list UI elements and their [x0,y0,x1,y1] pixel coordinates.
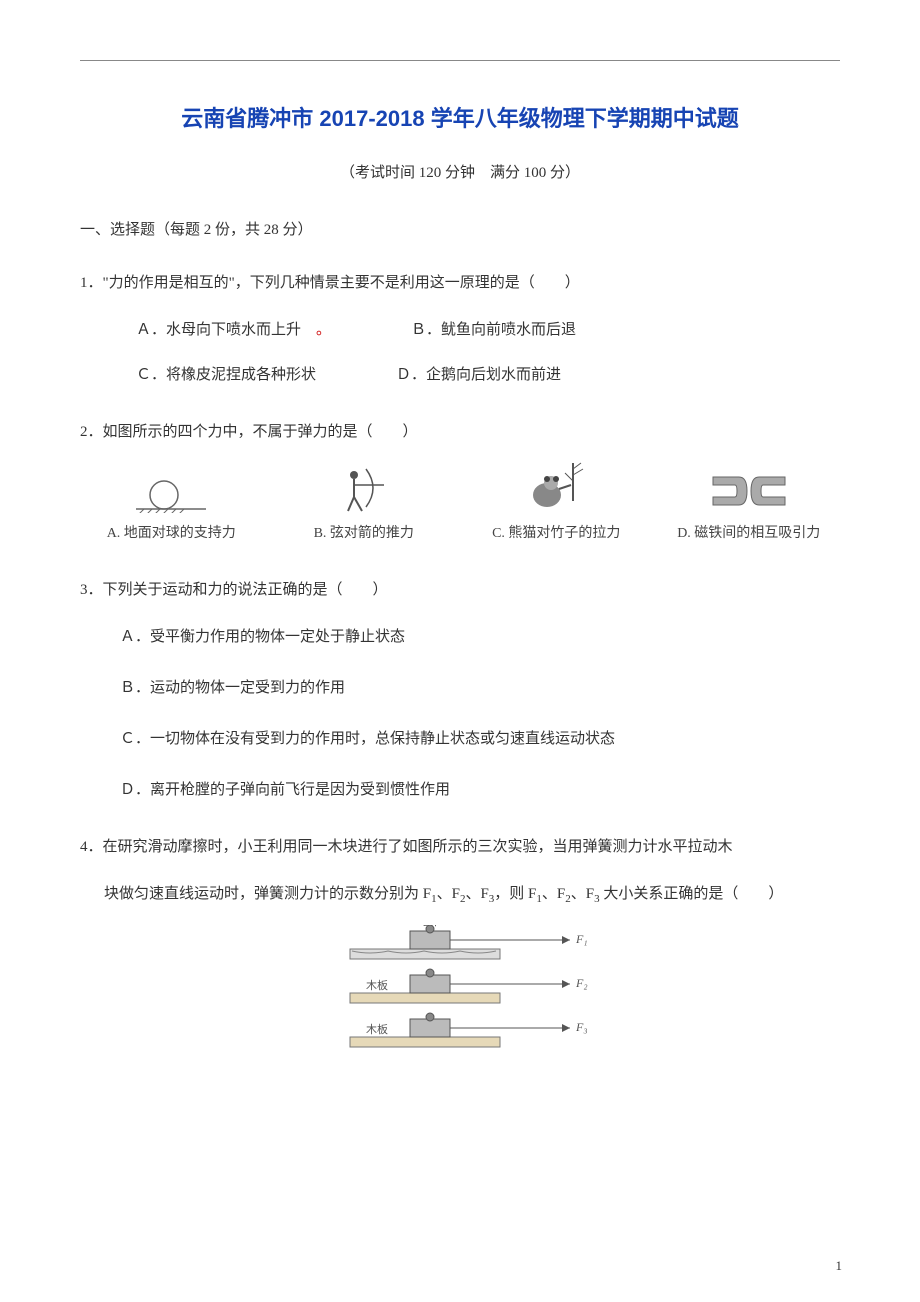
svg-text:木板: 木板 [366,978,388,992]
page-number: 1 [836,1258,843,1274]
q2-caption-a: A. 地面对球的支持力 [80,519,263,550]
q2-figure-a: A. 地面对球的支持力 [80,463,263,550]
q2-figure-c: C. 熊猫对竹子的拉力 [465,463,648,550]
ball-on-ground-icon [80,463,263,513]
q3-option-d: Ｄ．离开枪膛的子弹向前飞行是因为受到惯性作用 [120,774,840,807]
svg-text:F₃: F₃ [575,1020,588,1034]
header-separator [80,60,840,61]
question-3: 3．下列关于运动和力的说法正确的是（ ） Ａ．受平衡力作用的物体一定处于静止状态… [80,574,840,807]
archer-icon [273,463,456,513]
q1-options-row-1: Ａ．水母向下喷水而上升 。 Ｂ．鱿鱼向前喷水而后退 [80,314,840,347]
friction-experiment-icon: 毛巾 F₁ 木板 F₂ 木板 F₃ [310,925,610,1075]
q2-figure-d: D. 磁铁间的相互吸引力 [658,463,841,550]
q1-option-b: Ｂ．鱿鱼向前喷水而后退 [411,314,576,347]
q2-figure-b: B. 弦对箭的推力 [273,463,456,550]
q2-caption-b: B. 弦对箭的推力 [273,519,456,550]
q2-figures-row: A. 地面对球的支持力 B. 弦对箭的推力 [80,463,840,550]
q3-stem: 3．下列关于运动和力的说法正确的是（ ） [80,574,840,607]
panda-bamboo-icon [465,463,648,513]
svg-text:F₂: F₂ [575,976,588,990]
q4-stem-line-1: 4．在研究滑动摩擦时，小王利用同一木块进行了如图所示的三次实验，当用弹簧测力计水… [80,831,840,864]
question-4: 4．在研究滑动摩擦时，小王利用同一木块进行了如图所示的三次实验，当用弹簧测力计水… [80,831,840,1075]
q3-options: Ａ．受平衡力作用的物体一定处于静止状态 Ｂ．运动的物体一定受到力的作用 Ｃ．一切… [80,621,840,807]
q1-stem: 1．"力的作用是相互的"，下列几种情景主要不是利用这一原理的是（ ） [80,267,840,300]
q1-option-c: Ｃ．将橡皮泥捏成各种形状 [136,359,316,392]
svg-text:F₁: F₁ [575,932,588,946]
q3-option-c: Ｃ．一切物体在没有受到力的作用时，总保持静止状态或匀速直线运动状态 [120,723,840,756]
q3-option-a: Ａ．受平衡力作用的物体一定处于静止状态 [120,621,840,654]
q2-caption-d: D. 磁铁间的相互吸引力 [658,519,841,550]
q4-figure: 毛巾 F₁ 木板 F₂ 木板 F₃ [80,925,840,1075]
question-2: 2．如图所示的四个力中，不属于弹力的是（ ） A. 地面对球的支持力 [80,416,840,550]
svg-text:毛巾: 毛巾 [419,925,441,928]
dot-mark-icon: 。 [316,322,331,338]
q4-stem-line-2: 块做匀速直线运动时，弹簧测力计的示数分别为 F1、F2、F3，则 F1、F2、F… [80,878,840,911]
q1-option-a: Ａ．水母向下喷水而上升 。 [136,314,331,347]
section-header: 一、选择题（每题 2 份，共 28 分） [80,218,840,239]
question-1: 1．"力的作用是相互的"，下列几种情景主要不是利用这一原理的是（ ） Ａ．水母向… [80,267,840,392]
exam-title: 云南省腾冲市 2017-2018 学年八年级物理下学期期中试题 [80,101,840,133]
q3-option-b: Ｂ．运动的物体一定受到力的作用 [120,672,840,705]
svg-text:木板: 木板 [366,1022,388,1036]
q2-stem: 2．如图所示的四个力中，不属于弹力的是（ ） [80,416,840,449]
magnets-icon [658,463,841,513]
q2-caption-c: C. 熊猫对竹子的拉力 [465,519,648,550]
exam-sub-info: （考试时间 120 分钟 满分 100 分） [80,161,840,182]
q1-option-d: Ｄ．企鹅向后划水而前进 [396,359,561,392]
q1-options-row-2: Ｃ．将橡皮泥捏成各种形状 Ｄ．企鹅向后划水而前进 [80,359,840,392]
